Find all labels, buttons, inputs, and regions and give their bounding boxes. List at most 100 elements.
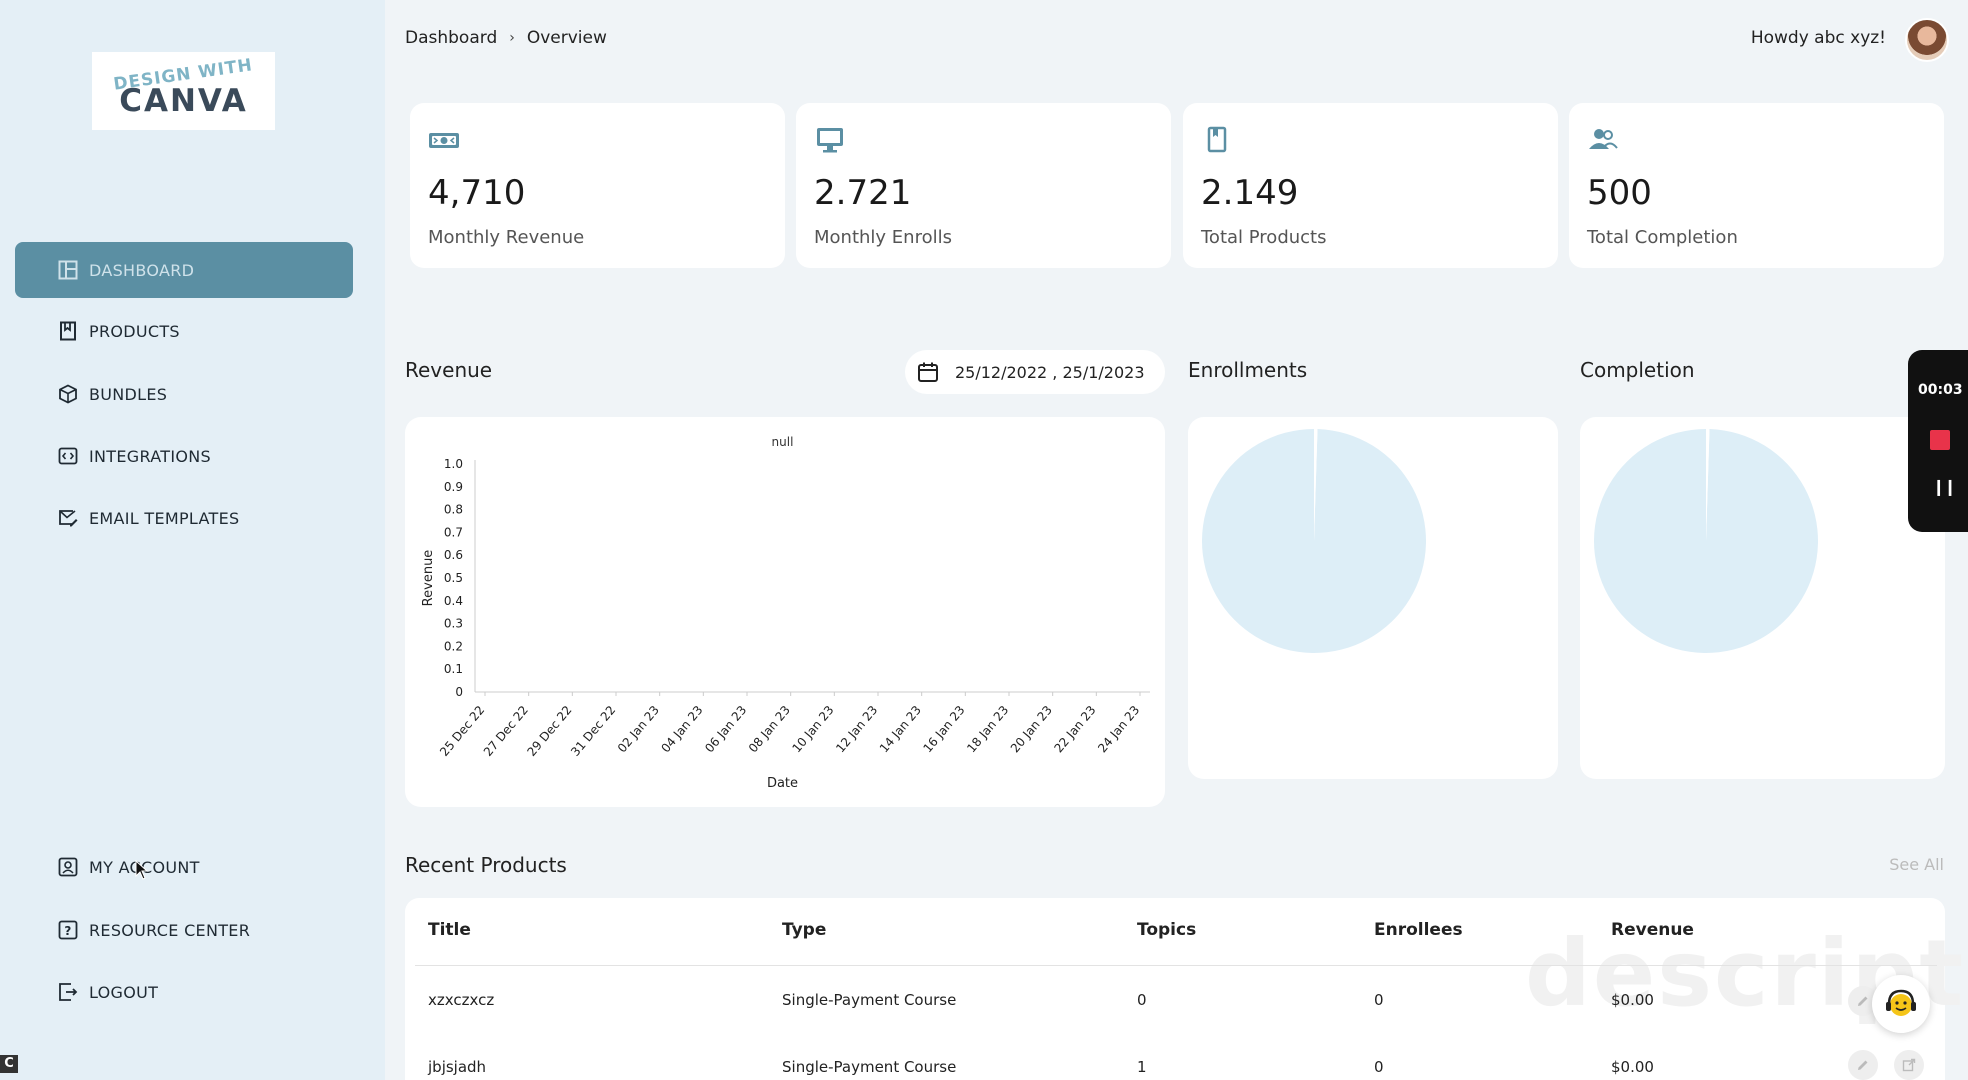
breadcrumb-overview: Overview	[526, 28, 607, 48]
x-axis-label: Date	[767, 776, 798, 791]
sidebar-item-bundles[interactable]: BUNDLES	[15, 366, 353, 422]
x-tick-label: 27 Dec 22	[481, 703, 531, 759]
revenue-title: Revenue	[405, 358, 493, 382]
sidebar-item-label: BUNDLES	[89, 384, 168, 404]
enrollments-pie-chart	[1202, 429, 1426, 653]
stat-label: Total Completion	[1587, 227, 1738, 248]
table-cell-type: Single-Payment Course	[782, 1058, 957, 1076]
screen-recorder-widget: 00:03 ❙❙	[1908, 350, 1968, 532]
column-header-topics: Topics	[1137, 920, 1197, 940]
support-agent-icon	[1886, 989, 1916, 1016]
date-range-value: 25/12/2022 , 25/1/2023	[955, 362, 1145, 382]
y-tick-label: 0.7	[444, 525, 463, 539]
table-cell-title[interactable]: xzxczxcz	[428, 991, 495, 1009]
see-all-link[interactable]: See All	[1889, 855, 1944, 874]
support-chat-button[interactable]	[1872, 975, 1930, 1033]
stat-card-monthly-enrolls: 2.721 Monthly Enrolls	[796, 103, 1171, 268]
date-range-picker[interactable]: 25/12/2022 , 25/1/2023	[905, 350, 1165, 394]
mouse-cursor-icon	[135, 860, 149, 880]
avatar[interactable]	[1905, 18, 1949, 62]
dashboard-icon	[57, 259, 79, 281]
open-external-icon[interactable]	[1894, 1050, 1924, 1080]
sidebar-item-logout[interactable]: LOGOUT	[15, 964, 353, 1020]
bookmark-icon	[1207, 126, 1227, 153]
y-tick-label: 0.2	[444, 639, 463, 653]
x-tick-label: 22 Jan 23	[1051, 703, 1098, 755]
y-tick-label: 0.8	[444, 503, 463, 517]
x-tick-label: 31 Dec 22	[568, 703, 618, 759]
completion-pie-chart	[1594, 429, 1818, 653]
table-cell-topics: 0	[1137, 991, 1147, 1009]
x-tick-label: 12 Jan 23	[833, 703, 880, 755]
table-cell-type: Single-Payment Course	[782, 991, 957, 1009]
box-icon	[57, 383, 79, 405]
table-header-divider	[415, 965, 1937, 966]
logout-icon	[57, 981, 79, 1003]
stat-value: 500	[1587, 173, 1652, 213]
x-tick-label: 14 Jan 23	[877, 703, 924, 755]
help-icon: ?	[57, 919, 79, 941]
stat-value: 2.149	[1201, 173, 1299, 213]
table-cell-revenue: $0.00	[1611, 991, 1654, 1009]
y-tick-label: 0.6	[444, 548, 463, 562]
sidebar-item-label: INTEGRATIONS	[89, 446, 211, 466]
stat-card-total-products: 2.149 Total Products	[1183, 103, 1558, 268]
recent-products-table	[405, 898, 1945, 1080]
column-header-revenue: Revenue	[1611, 920, 1694, 940]
sidebar-item-resource-center[interactable]: ? RESOURCE CENTER	[15, 902, 353, 958]
table-cell-topics: 1	[1137, 1058, 1147, 1076]
x-tick-label: 20 Jan 23	[1008, 703, 1055, 755]
sidebar-item-my-account[interactable]: MY ACCOUNT	[15, 839, 353, 895]
sidebar-item-dashboard[interactable]: DASHBOARD	[15, 242, 353, 298]
x-tick-label: 16 Jan 23	[920, 703, 967, 755]
breadcrumb-dashboard[interactable]: Dashboard	[405, 28, 498, 48]
column-header-title: Title	[428, 920, 471, 940]
revenue-chart-panel: 0 0.1 0.2 0.3 0.4 0.5 0.6 0.7 0.8 0.9 1.0 25 Dec 22…	[405, 417, 1165, 807]
chevron-right-icon: ›	[509, 30, 515, 46]
sidebar-item-products[interactable]: PRODUCTS	[15, 303, 353, 359]
user-icon	[57, 856, 79, 878]
pie-slice	[1314, 429, 1318, 541]
bookmark-icon	[57, 320, 79, 342]
stat-label: Monthly Revenue	[428, 227, 585, 248]
x-tick-label: 18 Jan 23	[964, 703, 1011, 755]
monitor-icon	[817, 128, 843, 153]
y-tick-label: 0.5	[444, 571, 463, 585]
pie-slice	[1706, 429, 1710, 541]
x-tick-label: 10 Jan 23	[789, 703, 836, 755]
stat-label: Monthly Enrolls	[814, 227, 952, 248]
stop-recording-button[interactable]	[1930, 430, 1950, 450]
pause-icon[interactable]: ❙❙	[1932, 477, 1957, 496]
sidebar-item-label: MY ACCOUNT	[89, 857, 200, 877]
x-tick-label: 24 Jan 23	[1095, 703, 1142, 755]
table-cell-title[interactable]: jbjsjadh	[428, 1058, 487, 1076]
y-axis-label: Revenue	[421, 550, 436, 607]
user-greeting: Howdy abc xyz!	[1750, 28, 1886, 48]
sidebar-item-integrations[interactable]: INTEGRATIONS	[15, 428, 353, 484]
column-header-type: Type	[782, 920, 827, 940]
logo-line-2: CANVA	[119, 83, 248, 119]
brand-logo[interactable]: DESIGN WITH CANVA	[92, 52, 275, 130]
stat-card-total-completion: 500 Total Completion	[1569, 103, 1944, 268]
edit-icon[interactable]	[1848, 1050, 1878, 1080]
y-tick-label: 0	[455, 685, 463, 699]
stat-card-monthly-revenue: 4,710 Monthly Revenue	[410, 103, 785, 268]
table-cell-enrollees: 0	[1374, 1058, 1384, 1076]
sidebar-item-email-templates[interactable]: EMAIL TEMPLATES	[15, 490, 353, 546]
calendar-icon	[918, 362, 938, 382]
sidebar: DESIGN WITH CANVA DASHBOARD PRODUCTS BUN…	[0, 0, 385, 1080]
sidebar-item-label: EMAIL TEMPLATES	[89, 508, 240, 528]
enrollments-chart-panel	[1188, 417, 1558, 779]
y-tick-label: 1.0	[444, 457, 463, 471]
stat-value: 4,710	[428, 173, 526, 213]
x-tick-label: 02 Jan 23	[615, 703, 662, 755]
mail-edit-icon	[57, 507, 79, 529]
x-tick-label: 25 Dec 22	[437, 703, 487, 759]
table-cell-revenue: $0.00	[1611, 1058, 1654, 1076]
y-tick-label: 0.3	[444, 617, 463, 631]
x-tick-label: 29 Dec 22	[524, 703, 574, 759]
revenue-chart: 0 0.1 0.2 0.3 0.4 0.5 0.6 0.7 0.8 0.9 1.0 25 Dec 22…	[421, 435, 1150, 791]
sidebar-item-label: RESOURCE CENTER	[89, 920, 251, 940]
users-icon	[1589, 129, 1618, 149]
completion-title: Completion	[1580, 358, 1695, 382]
